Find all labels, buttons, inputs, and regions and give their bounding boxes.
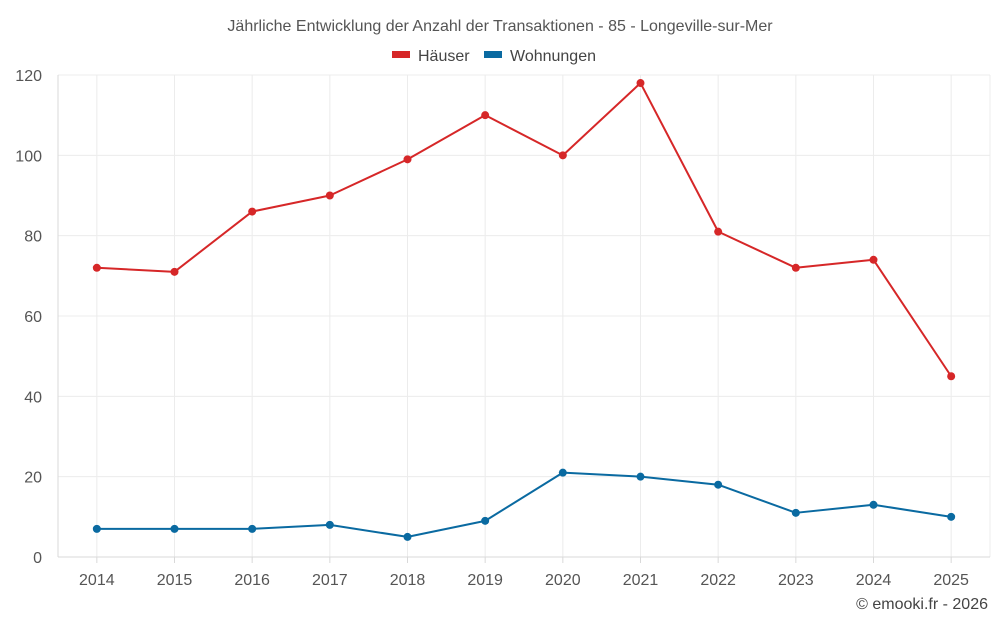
series-1 [93,469,955,541]
chart: Jährliche Entwicklung der Anzahl der Tra… [0,0,1000,625]
data-point[interactable] [326,192,334,200]
chart-title: Jährliche Entwicklung der Anzahl der Tra… [227,18,773,35]
data-point[interactable] [637,79,645,87]
x-tick-label: 2018 [390,572,426,589]
series-line [97,473,951,537]
data-point[interactable] [404,533,412,541]
y-tick-label: 60 [24,309,42,326]
legend-swatch-wohnungen [484,51,502,58]
y-tick-label: 0 [33,550,42,567]
data-point[interactable] [404,155,412,163]
y-tick-label: 80 [24,229,42,246]
y-tick-label: 120 [15,68,42,85]
series-line [97,83,951,376]
data-point[interactable] [947,513,955,521]
y-tick-label: 20 [24,470,42,487]
data-point[interactable] [93,264,101,272]
y-tick-label: 100 [15,148,42,165]
data-point[interactable] [171,268,179,276]
x-tick-label: 2022 [700,572,736,589]
x-tick-label: 2024 [856,572,892,589]
legend-swatch-haeuser [392,51,410,58]
data-point[interactable] [481,111,489,119]
x-tick-label: 2025 [933,572,969,589]
series-0 [93,79,955,380]
legend-label-wohnungen: Wohnungen [510,48,596,65]
legend-item-haeuser[interactable]: Häuser [392,48,470,65]
x-tick-label: 2014 [79,572,115,589]
data-point[interactable] [248,208,256,216]
y-tick-label: 40 [24,389,42,406]
series [93,79,955,541]
x-tick-label: 2017 [312,572,348,589]
data-point[interactable] [792,264,800,272]
legend: Häuser Wohnungen [392,48,596,65]
x-tick-label: 2023 [778,572,814,589]
x-tick-label: 2021 [623,572,659,589]
x-tick-label: 2016 [234,572,270,589]
data-point[interactable] [559,151,567,159]
data-point[interactable] [559,469,567,477]
data-point[interactable] [171,525,179,533]
data-point[interactable] [792,509,800,517]
data-point[interactable] [93,525,101,533]
legend-label-haeuser: Häuser [418,48,470,65]
x-tick-label: 2020 [545,572,581,589]
data-point[interactable] [248,525,256,533]
data-point[interactable] [870,501,878,509]
data-point[interactable] [326,521,334,529]
line-chart: Jährliche Entwicklung der Anzahl der Tra… [0,0,1000,625]
data-point[interactable] [637,473,645,481]
data-point[interactable] [714,481,722,489]
data-point[interactable] [947,372,955,380]
x-tick-label: 2015 [157,572,193,589]
grid [58,75,990,557]
data-point[interactable] [481,517,489,525]
credit-text: © emooki.fr - 2026 [856,596,988,613]
legend-item-wohnungen[interactable]: Wohnungen [484,48,596,65]
data-point[interactable] [870,256,878,264]
data-point[interactable] [714,228,722,236]
x-tick-label: 2019 [467,572,503,589]
